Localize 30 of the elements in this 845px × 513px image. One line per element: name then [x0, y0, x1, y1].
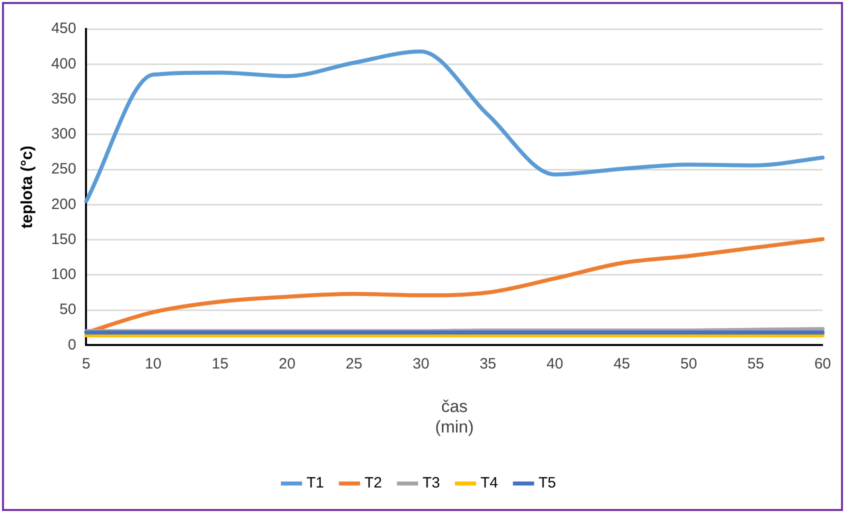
y-tick-label: 150 — [51, 230, 76, 248]
x-tick-label: 35 — [480, 355, 496, 372]
legend-label: T5 — [538, 474, 556, 492]
legend-label: T2 — [364, 474, 382, 492]
x-axis-title: čas (min) — [435, 397, 474, 436]
y-tick-label: 250 — [51, 160, 76, 178]
y-tick-label: 100 — [51, 266, 76, 284]
x-tick-label: 15 — [212, 355, 228, 372]
y-tick-label: 0 — [68, 336, 76, 354]
legend-label: T1 — [306, 474, 324, 492]
x-tick-label: 20 — [278, 355, 296, 372]
y-tick-label: 350 — [51, 90, 76, 108]
x-tick-label: 40 — [546, 355, 564, 372]
line-series — [84, 49, 825, 204]
y-tick-label: 50 — [60, 301, 76, 318]
x-tick-label: 50 — [680, 355, 698, 372]
x-tick-label: 45 — [613, 355, 630, 372]
y-tick-label: 450 — [51, 20, 76, 38]
y-tick-label: 400 — [51, 55, 76, 72]
x-tick-label: 5 — [82, 355, 90, 372]
legend-label: T3 — [422, 474, 440, 492]
x-tick-label: 25 — [346, 355, 362, 372]
x-tick-label: 60 — [814, 355, 831, 372]
y-tick-label: 200 — [51, 196, 76, 213]
y-tick-label: 300 — [51, 126, 76, 143]
y-axis-title: teplota (°c) — [19, 146, 36, 229]
x-tick-label: 55 — [747, 355, 764, 372]
legend-label: T4 — [480, 474, 498, 492]
x-tick-label: 10 — [144, 355, 162, 372]
x-tick-label: 30 — [412, 355, 430, 372]
